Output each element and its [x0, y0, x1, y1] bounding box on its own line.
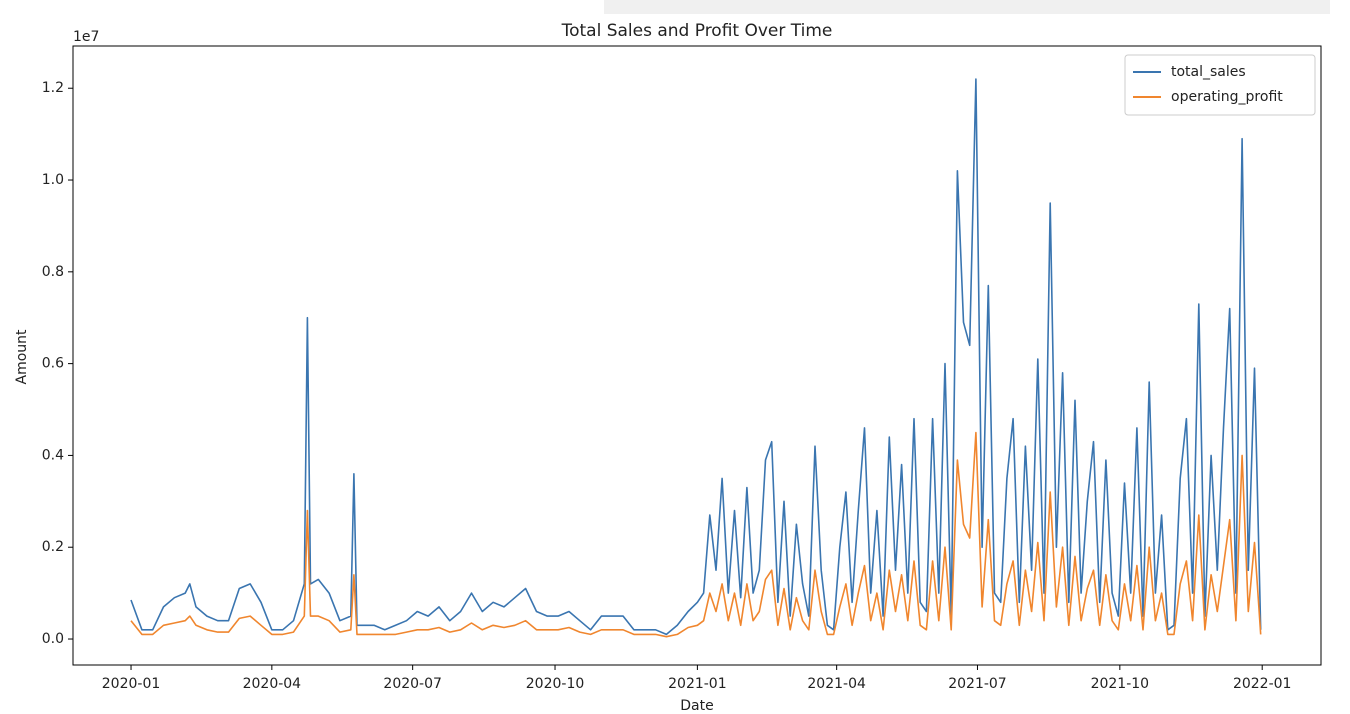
y-offset-label: 1e7	[73, 29, 99, 45]
x-tick-label: 2021-10	[1091, 676, 1150, 692]
legend-box	[1124, 54, 1316, 116]
x-tick-label: 2020-04	[243, 676, 302, 692]
x-tick-label: 2021-07	[948, 676, 1007, 692]
y-tick-label: 0.8	[42, 264, 64, 280]
y-tick-label: 0.2	[42, 539, 64, 555]
series-line	[130, 431, 1262, 638]
y-tick-label: 1.2	[42, 80, 64, 96]
y-tick-label: 0.0	[42, 631, 64, 647]
x-tick-label: 2020-10	[526, 676, 585, 692]
y-axis-label: Amount	[14, 329, 30, 385]
x-tick-label: 2021-04	[807, 676, 866, 692]
x-tick-label: 2021-01	[668, 676, 727, 692]
y-tick-label: 0.6	[42, 356, 64, 372]
legend-label: total_sales	[1171, 64, 1246, 80]
y-tick-label: 0.4	[42, 447, 64, 463]
chart-title: Total Sales and Profit Over Time	[561, 21, 833, 41]
series-line	[130, 78, 1262, 636]
top-strip	[604, 0, 1330, 14]
legend-label: operating_profit	[1171, 89, 1283, 105]
x-tick-label: 2020-07	[383, 676, 442, 692]
y-tick-label: 1.0	[42, 172, 64, 188]
x-tick-label: 2022-01	[1233, 676, 1292, 692]
x-axis-label: Date	[680, 698, 713, 714]
x-tick-label: 2020-01	[102, 676, 161, 692]
plot-frame	[72, 45, 1322, 666]
